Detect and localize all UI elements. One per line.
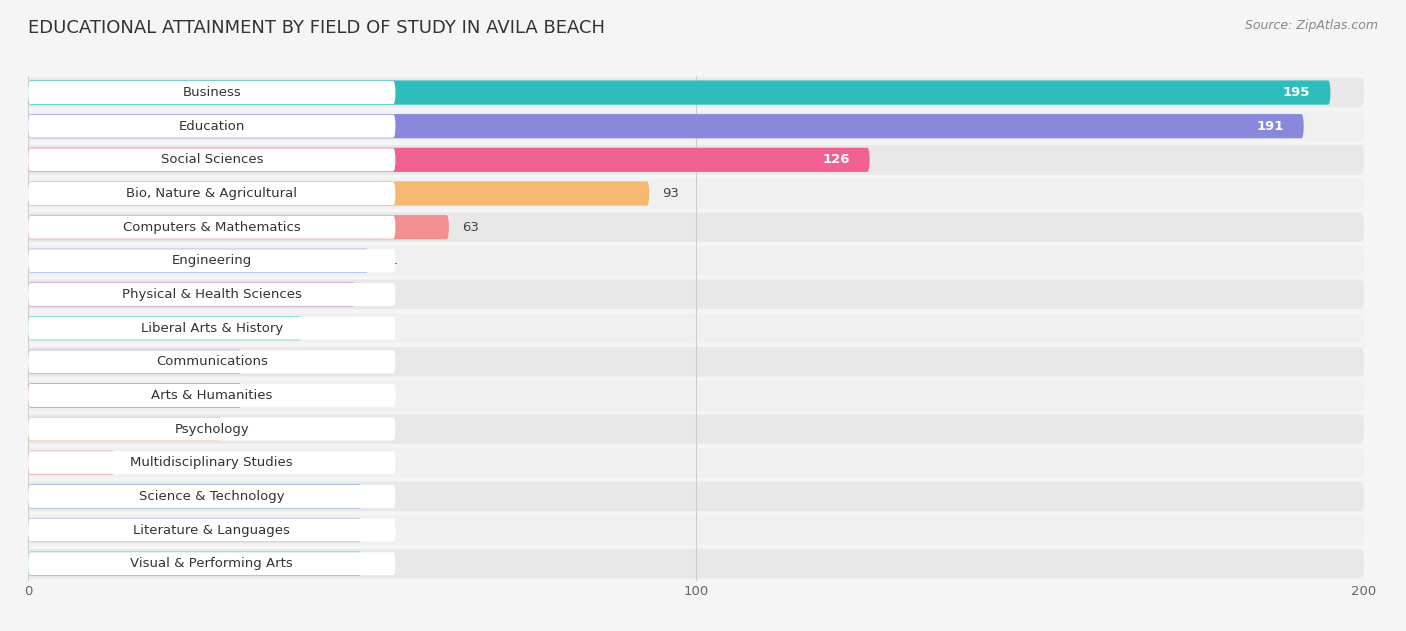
FancyBboxPatch shape <box>28 485 395 508</box>
Text: Literature & Languages: Literature & Languages <box>134 524 290 536</box>
FancyBboxPatch shape <box>28 246 1364 276</box>
Text: 0: 0 <box>375 490 384 503</box>
Text: Business: Business <box>183 86 242 99</box>
FancyBboxPatch shape <box>28 448 1364 478</box>
Text: 0: 0 <box>375 557 384 570</box>
FancyBboxPatch shape <box>28 112 1364 141</box>
Text: 126: 126 <box>823 153 849 167</box>
Text: EDUCATIONAL ATTAINMENT BY FIELD OF STUDY IN AVILA BEACH: EDUCATIONAL ATTAINMENT BY FIELD OF STUDY… <box>28 19 605 37</box>
FancyBboxPatch shape <box>28 549 1364 579</box>
Text: 49: 49 <box>368 288 385 301</box>
Text: Physical & Health Sciences: Physical & Health Sciences <box>122 288 302 301</box>
Text: Communications: Communications <box>156 355 267 369</box>
Text: Engineering: Engineering <box>172 254 252 268</box>
FancyBboxPatch shape <box>28 481 1364 511</box>
Text: 32: 32 <box>256 355 273 369</box>
FancyBboxPatch shape <box>28 383 242 408</box>
FancyBboxPatch shape <box>28 283 395 306</box>
FancyBboxPatch shape <box>28 384 395 407</box>
FancyBboxPatch shape <box>28 552 395 575</box>
FancyBboxPatch shape <box>28 179 1364 208</box>
FancyBboxPatch shape <box>28 316 302 340</box>
FancyBboxPatch shape <box>28 451 395 475</box>
Text: 41: 41 <box>315 322 332 334</box>
FancyBboxPatch shape <box>28 78 1364 107</box>
Text: Multidisciplinary Studies: Multidisciplinary Studies <box>131 456 292 469</box>
FancyBboxPatch shape <box>28 182 395 205</box>
FancyBboxPatch shape <box>28 347 1364 377</box>
Text: Psychology: Psychology <box>174 423 249 435</box>
FancyBboxPatch shape <box>28 215 449 239</box>
Text: Visual & Performing Arts: Visual & Performing Arts <box>131 557 294 570</box>
FancyBboxPatch shape <box>28 350 242 374</box>
FancyBboxPatch shape <box>28 114 1303 138</box>
FancyBboxPatch shape <box>28 145 1364 175</box>
FancyBboxPatch shape <box>28 380 1364 410</box>
FancyBboxPatch shape <box>28 148 395 172</box>
Text: 191: 191 <box>1257 120 1284 133</box>
Text: 195: 195 <box>1284 86 1310 99</box>
FancyBboxPatch shape <box>28 213 1364 242</box>
Text: 29: 29 <box>235 423 252 435</box>
Text: Science & Technology: Science & Technology <box>139 490 284 503</box>
FancyBboxPatch shape <box>28 81 395 104</box>
FancyBboxPatch shape <box>28 181 650 206</box>
Text: Social Sciences: Social Sciences <box>160 153 263 167</box>
FancyBboxPatch shape <box>28 115 395 138</box>
FancyBboxPatch shape <box>28 519 395 541</box>
FancyBboxPatch shape <box>28 148 869 172</box>
FancyBboxPatch shape <box>28 317 395 339</box>
FancyBboxPatch shape <box>28 249 368 273</box>
Text: 0: 0 <box>375 524 384 536</box>
Text: 63: 63 <box>463 221 479 233</box>
FancyBboxPatch shape <box>28 80 1330 105</box>
FancyBboxPatch shape <box>28 216 395 239</box>
FancyBboxPatch shape <box>28 249 395 273</box>
FancyBboxPatch shape <box>28 415 1364 444</box>
FancyBboxPatch shape <box>28 518 363 542</box>
FancyBboxPatch shape <box>28 551 363 576</box>
FancyBboxPatch shape <box>28 418 395 440</box>
Text: 13: 13 <box>128 456 145 469</box>
FancyBboxPatch shape <box>28 280 1364 309</box>
Text: Education: Education <box>179 120 245 133</box>
FancyBboxPatch shape <box>28 484 363 509</box>
Text: 51: 51 <box>382 254 399 268</box>
FancyBboxPatch shape <box>28 314 1364 343</box>
FancyBboxPatch shape <box>28 350 395 374</box>
FancyBboxPatch shape <box>28 282 356 307</box>
Text: Arts & Humanities: Arts & Humanities <box>150 389 273 402</box>
FancyBboxPatch shape <box>28 516 1364 545</box>
Text: Bio, Nature & Agricultural: Bio, Nature & Agricultural <box>127 187 297 200</box>
Text: 32: 32 <box>256 389 273 402</box>
FancyBboxPatch shape <box>28 451 115 475</box>
Text: Computers & Mathematics: Computers & Mathematics <box>122 221 301 233</box>
FancyBboxPatch shape <box>28 417 222 441</box>
Text: 93: 93 <box>662 187 679 200</box>
Text: Liberal Arts & History: Liberal Arts & History <box>141 322 283 334</box>
Text: Source: ZipAtlas.com: Source: ZipAtlas.com <box>1244 19 1378 32</box>
